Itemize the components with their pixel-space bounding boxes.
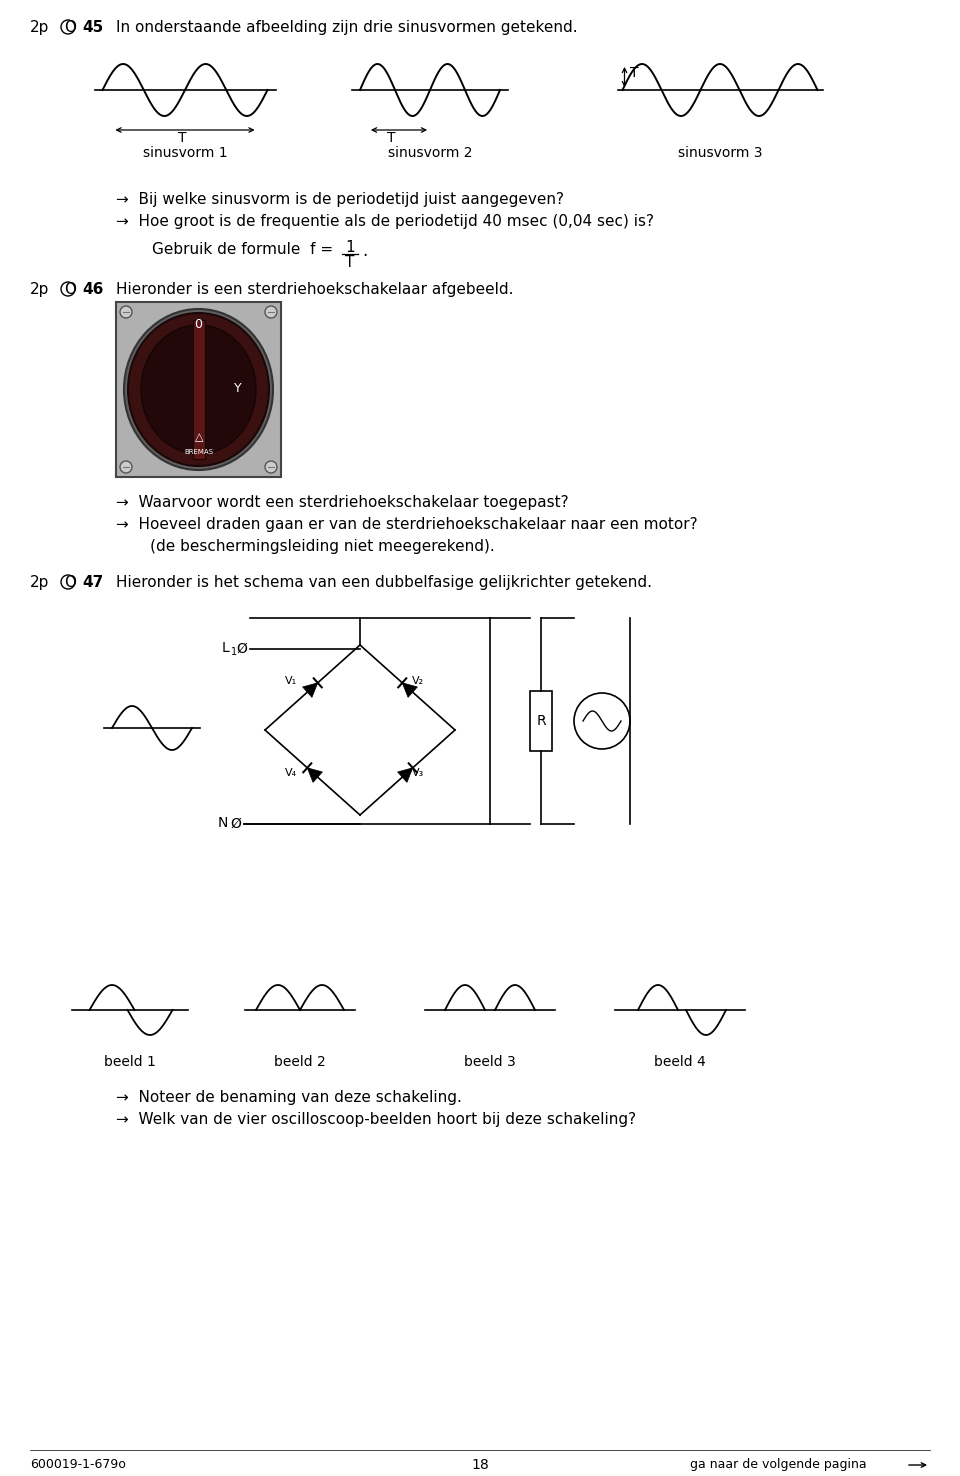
Text: beeld 2: beeld 2 xyxy=(275,1055,325,1069)
Text: V₃: V₃ xyxy=(412,769,423,778)
Text: (de beschermingsleiding niet meegerekend).: (de beschermingsleiding niet meegerekend… xyxy=(116,539,494,554)
Text: O: O xyxy=(64,21,76,35)
Text: 1: 1 xyxy=(346,241,355,255)
Text: L: L xyxy=(222,641,229,655)
Text: R: R xyxy=(537,714,546,728)
Text: →  Hoeveel draden gaan er van de sterdriehoekschakelaar naar een motor?: → Hoeveel draden gaan er van de sterdrie… xyxy=(116,517,698,531)
Text: In onderstaande afbeelding zijn drie sinusvormen getekend.: In onderstaande afbeelding zijn drie sin… xyxy=(116,21,578,35)
Text: 0: 0 xyxy=(195,317,203,331)
Text: 2p: 2p xyxy=(30,576,49,590)
Ellipse shape xyxy=(128,313,269,466)
Text: O: O xyxy=(64,282,76,297)
Text: 600019-1-679o: 600019-1-679o xyxy=(30,1458,126,1472)
Text: 47: 47 xyxy=(82,576,104,590)
Text: 2p: 2p xyxy=(30,21,49,35)
Circle shape xyxy=(574,694,630,748)
Text: .: . xyxy=(362,242,368,260)
Text: 1: 1 xyxy=(231,646,237,657)
Text: 18: 18 xyxy=(471,1458,489,1472)
Text: Hieronder is een sterdriehoekschakelaar afgebeeld.: Hieronder is een sterdriehoekschakelaar … xyxy=(116,282,514,297)
Text: △: △ xyxy=(195,432,203,441)
Text: T: T xyxy=(346,255,354,270)
Text: 46: 46 xyxy=(82,282,104,297)
Ellipse shape xyxy=(124,308,273,469)
Text: O: O xyxy=(64,576,76,590)
Bar xyxy=(530,691,552,751)
Circle shape xyxy=(265,306,277,317)
Text: T: T xyxy=(631,66,639,80)
Text: Hieronder is het schema van een dubbelfasige gelijkrichter getekend.: Hieronder is het schema van een dubbelfa… xyxy=(116,576,652,590)
Text: T: T xyxy=(178,131,186,145)
Polygon shape xyxy=(307,768,323,782)
Text: N: N xyxy=(218,816,228,830)
Text: 2p: 2p xyxy=(30,282,49,297)
Text: Y: Y xyxy=(233,381,241,394)
Circle shape xyxy=(265,461,277,472)
Text: sinusvorm 2: sinusvorm 2 xyxy=(388,146,472,159)
Text: →  Welk van de vier oscilloscoop-beelden hoort bij deze schakeling?: → Welk van de vier oscilloscoop-beelden … xyxy=(116,1111,636,1128)
Bar xyxy=(193,320,204,459)
Text: sinusvorm 3: sinusvorm 3 xyxy=(678,146,762,159)
Polygon shape xyxy=(402,683,418,697)
Text: sinusvorm 1: sinusvorm 1 xyxy=(143,146,228,159)
Text: T: T xyxy=(387,131,396,145)
Text: →  Hoe groot is de frequentie als de periodetijd 40 msec (0,04 sec) is?: → Hoe groot is de frequentie als de peri… xyxy=(116,214,654,229)
Circle shape xyxy=(120,306,132,317)
Ellipse shape xyxy=(141,325,256,455)
Polygon shape xyxy=(397,768,413,782)
Circle shape xyxy=(120,461,132,472)
Text: Gebruik de formule  f =: Gebruik de formule f = xyxy=(152,242,333,257)
Text: beeld 4: beeld 4 xyxy=(654,1055,706,1069)
Text: →  Noteer de benaming van deze schakeling.: → Noteer de benaming van deze schakeling… xyxy=(116,1089,462,1106)
Text: Ø: Ø xyxy=(236,642,247,655)
Text: Ø: Ø xyxy=(230,818,241,831)
Text: BREMAS: BREMAS xyxy=(184,449,213,455)
Text: V₂: V₂ xyxy=(412,676,423,685)
Text: →  Bij welke sinusvorm is de periodetijd juist aangegeven?: → Bij welke sinusvorm is de periodetijd … xyxy=(116,192,564,207)
Text: 45: 45 xyxy=(82,21,104,35)
Polygon shape xyxy=(302,683,318,697)
Text: beeld 3: beeld 3 xyxy=(464,1055,516,1069)
FancyBboxPatch shape xyxy=(116,303,281,477)
Text: →  Waarvoor wordt een sterdriehoekschakelaar toegepast?: → Waarvoor wordt een sterdriehoekschakel… xyxy=(116,494,568,511)
Text: V₄: V₄ xyxy=(284,769,297,778)
Text: beeld 1: beeld 1 xyxy=(104,1055,156,1069)
Text: ga naar de volgende pagina: ga naar de volgende pagina xyxy=(690,1458,867,1472)
Text: V₁: V₁ xyxy=(284,676,297,685)
